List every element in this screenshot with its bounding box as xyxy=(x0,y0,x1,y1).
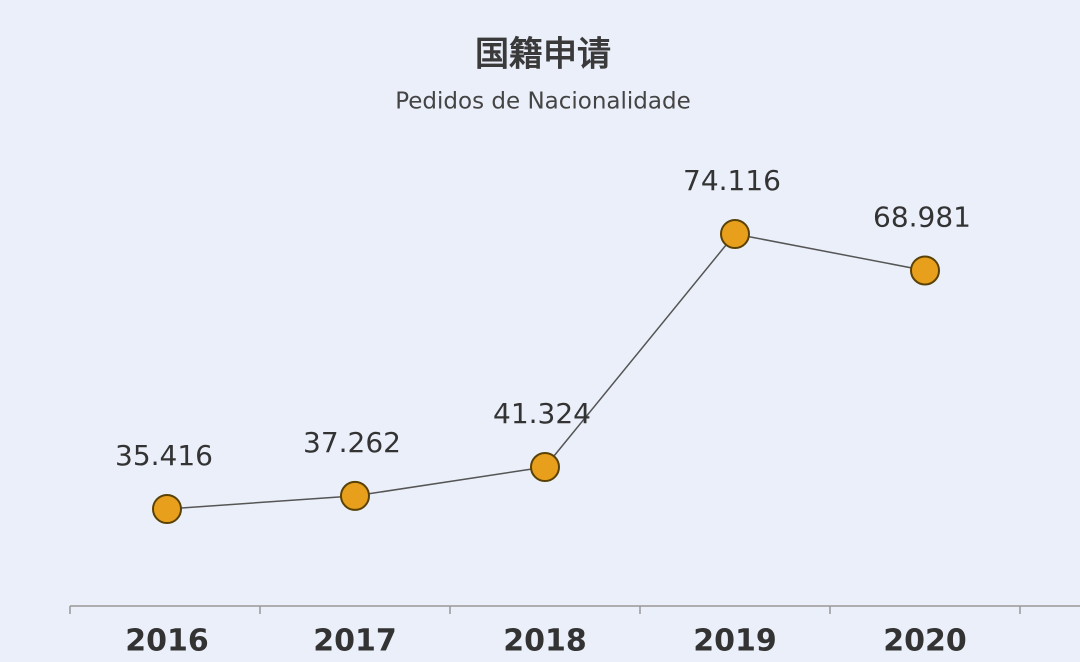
point xyxy=(720,219,750,249)
value-label: 68.981 xyxy=(873,200,971,233)
point xyxy=(530,452,560,483)
value-label: 35.416 xyxy=(115,439,213,472)
chart-subtitle: Pedidos de Nacionalidade xyxy=(395,89,691,115)
x-tick-label: 2018 xyxy=(503,624,587,659)
x-tick-label: 2020 xyxy=(883,624,967,659)
x-tick-label: 2017 xyxy=(313,624,397,659)
point xyxy=(152,494,182,524)
value-label: 74.116 xyxy=(683,164,781,197)
point xyxy=(340,480,370,511)
chart-title: 国籍申请 xyxy=(475,35,611,75)
value-label: 41.324 xyxy=(493,397,591,430)
value-label: 37.262 xyxy=(303,426,401,459)
point xyxy=(910,255,940,286)
x-tick-label: 2016 xyxy=(125,624,209,659)
x-tick-label: 2019 xyxy=(693,624,777,659)
